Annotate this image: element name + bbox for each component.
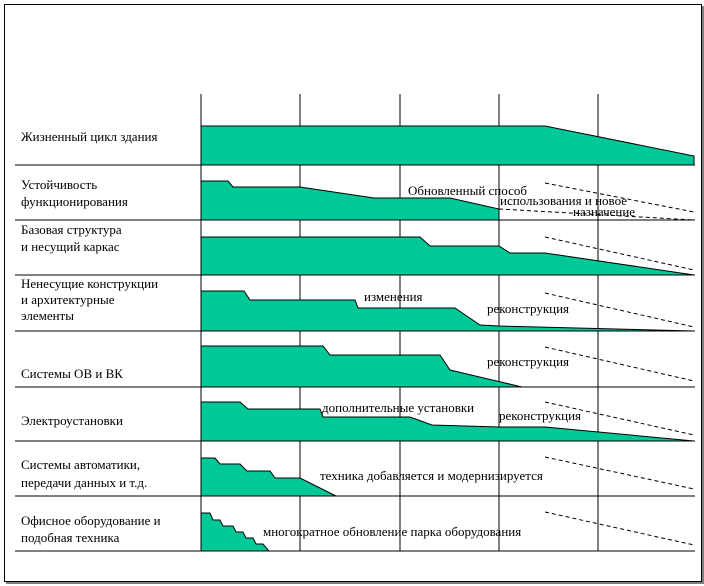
band-automation bbox=[200, 457, 337, 497]
band-operational-stability bbox=[200, 180, 500, 221]
lifecycle-bands bbox=[200, 125, 695, 552]
row-label-hvac-plumbing: Системы ОВ и ВК bbox=[21, 366, 123, 381]
dashed-trend bbox=[544, 346, 695, 382]
row-label-building-lifecycle: Жизненный цикл здания bbox=[21, 129, 157, 144]
dashed-trend bbox=[544, 401, 695, 436]
annotation-reconstruction-hvac: реконструкция bbox=[487, 354, 569, 369]
dashed-trend bbox=[544, 511, 695, 546]
band-nonbearing bbox=[200, 290, 695, 332]
annotation-changes: изменения bbox=[364, 289, 423, 304]
dashed-trends bbox=[498, 182, 695, 546]
annotation-reconstruction-electrical: реконструкция bbox=[499, 408, 581, 423]
row-labels: Жизненный цикл здания Устойчивость функци… bbox=[21, 129, 161, 545]
band-building-lifecycle bbox=[200, 125, 695, 166]
row-label-electrical: Электроустановки bbox=[21, 413, 123, 428]
band-office-equipment bbox=[200, 512, 271, 552]
dashed-trend bbox=[498, 208, 695, 221]
annotations: Обновленный способ использования и новое… bbox=[263, 183, 635, 539]
dashed-trend bbox=[544, 456, 695, 490]
annotation-equipment-upgraded: техника добавляется и модернизируется bbox=[320, 468, 543, 483]
diagram-frame bbox=[4, 4, 702, 582]
annotation-fleet-renewal: многократное обновление парка оборудован… bbox=[263, 524, 521, 539]
row-label-office-equipment: Офисное оборудование и подобная техника bbox=[21, 513, 161, 545]
annotation-reconstruction-nonbearing: реконструкция bbox=[487, 301, 569, 316]
band-electrical bbox=[200, 401, 695, 442]
dashed-trend bbox=[544, 236, 695, 271]
row-label-operational-stability: Устойчивость функционирования bbox=[21, 177, 128, 209]
row-label-nonbearing: Ненесущие конструкции и архитектурные элем… bbox=[21, 276, 158, 323]
annotation-new-use-3: назначение bbox=[573, 204, 635, 219]
annotation-new-use-1: Обновленный способ bbox=[408, 183, 527, 198]
annotation-additional-installations: дополнительные установки bbox=[322, 400, 474, 415]
band-hvac-plumbing bbox=[200, 345, 523, 388]
row-label-automation: Системы автоматики, передачи данных и т.д… bbox=[21, 457, 147, 490]
dashed-trend bbox=[544, 182, 695, 213]
row-label-structure-frame: Базовая структура и несущий каркас bbox=[21, 222, 122, 254]
dashed-trend bbox=[544, 292, 695, 328]
annotation-new-use-2: использования и новое bbox=[500, 193, 627, 208]
band-structure-frame bbox=[200, 236, 695, 276]
